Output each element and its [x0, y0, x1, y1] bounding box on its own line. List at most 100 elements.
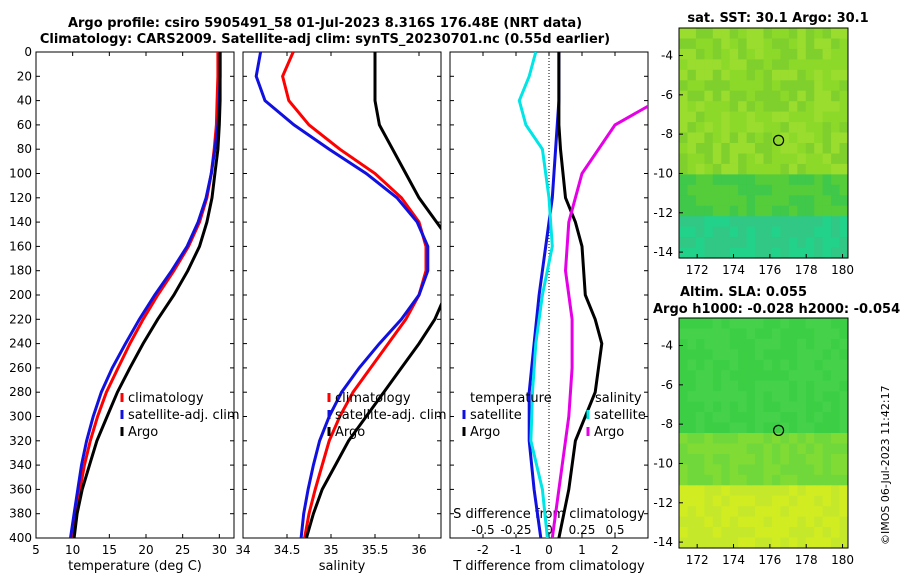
map-ytick-label: -6 — [661, 88, 673, 102]
map-xtick-label: 176 — [758, 263, 781, 277]
diff-legend-heading: salinity — [595, 391, 642, 406]
series-line-argo — [304, 52, 441, 538]
map-xtick-label: 176 — [758, 553, 781, 567]
ytick-label: 400 — [9, 531, 32, 545]
series-line-satellite-t — [527, 52, 561, 538]
sla-map-title2: Argo h1000: -0.028 h2000: -0.054 — [653, 302, 900, 317]
series-line-satellite-s — [517, 52, 554, 538]
ytick-label: 0 — [24, 45, 32, 59]
diff-legend-heading: temperature — [470, 391, 552, 406]
imos-credit: ©IMOS 06-Jul-2023 11:42:17 — [879, 385, 892, 545]
map-xtick-label: 178 — [795, 553, 818, 567]
map-ytick-label: -8 — [661, 417, 673, 431]
plot-frame-salinity — [242, 51, 442, 539]
float-position-marker — [772, 424, 785, 436]
xtick-label: 34.5 — [274, 543, 301, 557]
map-ytick-label: -10 — [653, 456, 673, 470]
xtick-label: 5 — [32, 543, 40, 557]
ytick-label: 160 — [9, 239, 32, 253]
xtick2-label: -0.5 — [471, 523, 494, 537]
xtick2-label: -0.25 — [500, 523, 531, 537]
ytick-label: 200 — [9, 288, 32, 302]
xaxis2-label: S difference from climatology — [453, 507, 645, 522]
map-ytick-label: -12 — [653, 206, 673, 220]
ytick-label: 100 — [9, 167, 32, 181]
map-xtick-label: 174 — [722, 553, 745, 567]
diff-legend-label: Argo — [594, 425, 624, 440]
map-xtick-label: 172 — [686, 553, 709, 567]
map-ytick-label: -4 — [661, 339, 673, 353]
ytick-label: 380 — [9, 507, 32, 521]
map-xtick-label: 180 — [831, 263, 854, 277]
map-ytick-label: -8 — [661, 127, 673, 141]
xtick-label: -2 — [477, 543, 489, 557]
sla-map-title1: Altim. SLA: 0.055 — [680, 285, 807, 300]
diff-legend-label: satellite — [594, 408, 646, 423]
legend-label: Argo — [128, 425, 158, 440]
map-xtick-label: 178 — [795, 263, 818, 277]
series-line-satellite-adj-clim — [69, 52, 222, 538]
legend-label: climatology — [335, 391, 411, 406]
xtick-label: 25 — [175, 543, 190, 557]
ytick-label: 80 — [17, 142, 32, 156]
xtick-label: 15 — [102, 543, 117, 557]
map-xtick-label: 180 — [831, 553, 854, 567]
ytick-label: 20 — [17, 69, 32, 83]
xtick-label: 2 — [611, 543, 619, 557]
xtick-label: -1 — [510, 543, 522, 557]
figure-title-line2: Climatology: CARS2009. Satellite-adj cli… — [39, 32, 611, 47]
map-7 — [679, 28, 849, 259]
series-line-argo — [72, 52, 222, 538]
xtick-label: 0 — [545, 543, 553, 557]
map-frame — [678, 27, 849, 259]
xtick-label: 10 — [65, 543, 80, 557]
ytick-label: 220 — [9, 312, 32, 326]
diff-legend-label: satellite — [470, 408, 522, 423]
ytick-label: 120 — [9, 191, 32, 205]
xaxis-label-temperature: temperature (deg C) — [68, 559, 202, 574]
legend-label: satellite-adj. clim — [335, 408, 447, 423]
xaxis-label-salinity: salinity — [319, 559, 366, 574]
series-line-argo-t — [557, 52, 604, 538]
legend-label: Argo — [335, 425, 365, 440]
map-frame — [678, 317, 849, 549]
map-ytick-label: -4 — [661, 49, 673, 63]
xtick-label: 1 — [578, 543, 586, 557]
xtick-label: 35 — [323, 543, 338, 557]
xtick-label: 34 — [235, 543, 250, 557]
legend-label: satellite-adj. clim — [128, 408, 240, 423]
float-position-marker — [772, 134, 785, 146]
xtick-label: 30 — [212, 543, 227, 557]
series-line-satellite-adj-clim — [254, 52, 430, 538]
map-ytick-label: -14 — [653, 535, 673, 549]
diff-legend-label: Argo — [470, 425, 500, 440]
map-ytick-label: -6 — [661, 378, 673, 392]
plot-frame-temperature — [35, 51, 235, 539]
figure-title-line1: Argo profile: csiro 5905491_58 01-Jul-20… — [67, 16, 583, 31]
ytick-label: 340 — [9, 458, 32, 472]
xtick2-label: 0.5 — [605, 523, 624, 537]
xtick2-label: 0.25 — [569, 523, 596, 537]
ytick-label: 180 — [9, 264, 32, 278]
map-13 — [679, 318, 849, 549]
ytick-label: 40 — [17, 94, 32, 108]
ytick-label: 140 — [9, 215, 32, 229]
map-ytick-label: -14 — [653, 245, 673, 259]
ytick-label: 240 — [9, 337, 32, 351]
map-ytick-label: -12 — [653, 496, 673, 510]
map-xtick-label: 172 — [686, 263, 709, 277]
sst-map-title: sat. SST: 30.1 Argo: 30.1 — [687, 11, 868, 26]
xtick-label: 20 — [138, 543, 153, 557]
xaxis-label-differences: T difference from climatology — [452, 559, 645, 574]
map-ytick-label: -10 — [653, 166, 673, 180]
xtick2-label: 0 — [545, 523, 553, 537]
ytick-label: 280 — [9, 385, 32, 399]
ytick-label: 60 — [17, 118, 32, 132]
ytick-label: 360 — [9, 482, 32, 496]
legend-label: climatology — [128, 391, 204, 406]
map-xtick-label: 174 — [722, 263, 745, 277]
ytick-label: 320 — [9, 434, 32, 448]
ytick-label: 300 — [9, 410, 32, 424]
xtick-label: 35.5 — [362, 543, 389, 557]
